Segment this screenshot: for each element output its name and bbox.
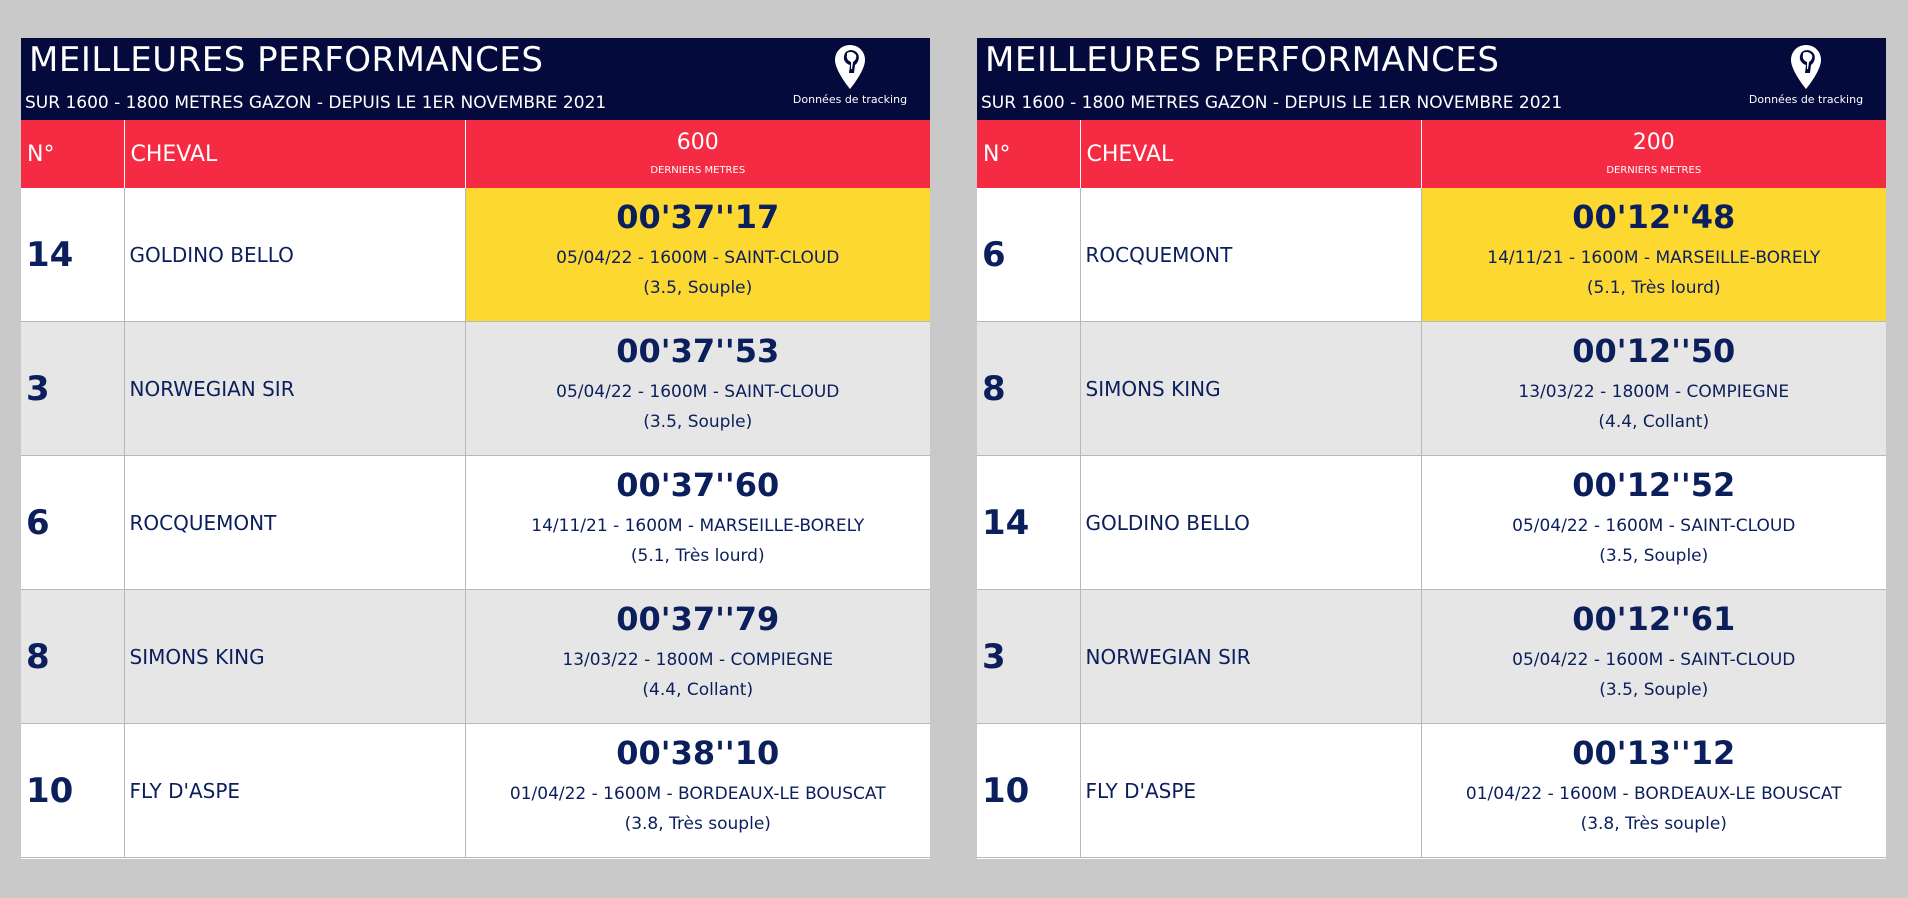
horse-number: 6 (977, 188, 1081, 322)
performance-table: N° CHEVAL 200 DERNIERS METRES 6 ROCQUEMO… (977, 120, 1886, 858)
table-row: 14 GOLDINO BELLO 00'37''17 05/04/22 - 16… (21, 188, 930, 322)
table-row: 14 GOLDINO BELLO 00'12''52 05/04/22 - 16… (977, 455, 1886, 590)
horse-name: FLY D'ASPE (124, 723, 466, 858)
performance-cell: 00'37''53 05/04/22 - 1600M - SAINT-CLOUD… (465, 321, 930, 456)
performance-table: N° CHEVAL 600 DERNIERS METRES 14 GOLDINO… (21, 120, 930, 858)
horse-number: 3 (977, 589, 1081, 724)
horse-name: GOLDINO BELLO (124, 188, 466, 322)
race-info: 01/04/22 - 1600M - BORDEAUX-LE BOUSCAT (1465, 784, 1842, 804)
horse-name: SIMONS KING (124, 589, 466, 724)
table-header-row: N° CHEVAL 600 DERNIERS METRES (21, 120, 930, 188)
distance-value: 600 (676, 130, 719, 155)
race-info: 14/11/21 - 1600M - MARSEILLE-BORELY (1487, 248, 1821, 268)
performance-time: 00'37''17 (616, 198, 780, 236)
race-info: 05/04/22 - 1600M - SAINT-CLOUD (1512, 516, 1796, 536)
horse-number: 8 (977, 321, 1081, 456)
horse-name: NORWEGIAN SIR (1080, 589, 1422, 724)
panel-subtitle: SUR 1600 - 1800 METRES GAZON - DEPUIS LE… (25, 93, 607, 113)
race-info: 13/03/22 - 1800M - COMPIEGNE (562, 650, 834, 670)
performance-cell: 00'12''61 05/04/22 - 1600M - SAINT-CLOUD… (1421, 589, 1886, 724)
performance-time: 00'37''53 (616, 332, 780, 370)
performance-time: 00'12''61 (1572, 600, 1736, 638)
horse-number: 14 (21, 188, 125, 322)
track-condition: (5.1, Très lourd) (630, 546, 765, 566)
horse-name: ROCQUEMONT (124, 455, 466, 590)
table-row: 6 ROCQUEMONT 00'37''60 14/11/21 - 1600M … (21, 455, 930, 590)
horse-number: 10 (977, 723, 1081, 858)
race-info: 13/03/22 - 1800M - COMPIEGNE (1518, 382, 1790, 402)
tracking-logo: Données de tracking (790, 43, 910, 115)
table-row: 10 FLY D'ASPE 00'13''12 01/04/22 - 1600M… (977, 723, 1886, 858)
table-row: 10 FLY D'ASPE 00'38''10 01/04/22 - 1600M… (21, 723, 930, 858)
distance-sub-label: DERNIERS METRES (1606, 165, 1702, 176)
performance-cell: 00'12''52 05/04/22 - 1600M - SAINT-CLOUD… (1421, 455, 1886, 590)
table-row: 6 ROCQUEMONT 00'12''48 14/11/21 - 1600M … (977, 188, 1886, 322)
panel-header: MEILLEURES PERFORMANCES SUR 1600 - 1800 … (21, 38, 930, 120)
race-info: 05/04/22 - 1600M - SAINT-CLOUD (556, 382, 840, 402)
race-info: 05/04/22 - 1600M - SAINT-CLOUD (1512, 650, 1796, 670)
horse-number: 8 (21, 589, 125, 724)
performance-cell: 00'38''10 01/04/22 - 1600M - BORDEAUX-LE… (465, 723, 930, 858)
horse-number: 6 (21, 455, 125, 590)
track-condition: (4.4, Collant) (642, 680, 754, 700)
col-header-horse: CHEVAL (124, 120, 466, 188)
horse-name: NORWEGIAN SIR (124, 321, 466, 456)
panel-header: MEILLEURES PERFORMANCES SUR 1600 - 1800 … (977, 38, 1886, 120)
horse-number: 10 (21, 723, 125, 858)
track-condition: (3.5, Souple) (643, 412, 753, 432)
performance-time: 00'37''79 (616, 600, 780, 638)
track-condition: (3.5, Souple) (643, 278, 753, 298)
performance-cell: 00'12''50 13/03/22 - 1800M - COMPIEGNE (… (1421, 321, 1886, 456)
performance-time: 00'38''10 (616, 734, 780, 772)
race-info: 05/04/22 - 1600M - SAINT-CLOUD (556, 248, 840, 268)
performance-time: 00'12''50 (1572, 332, 1736, 370)
track-condition: (3.8, Très souple) (624, 814, 771, 834)
horse-name: FLY D'ASPE (1080, 723, 1422, 858)
table-row: 3 NORWEGIAN SIR 00'37''53 05/04/22 - 160… (21, 321, 930, 456)
track-condition: (3.5, Souple) (1599, 680, 1709, 700)
horse-name: SIMONS KING (1080, 321, 1422, 456)
distance-sub-label: DERNIERS METRES (650, 165, 746, 176)
performance-time: 00'12''52 (1572, 466, 1736, 504)
race-info: 14/11/21 - 1600M - MARSEILLE-BORELY (531, 516, 865, 536)
panel-title: MEILLEURES PERFORMANCES (985, 40, 1500, 80)
col-header-horse: CHEVAL (1080, 120, 1422, 188)
col-header-distance: 600 DERNIERS METRES (465, 120, 930, 188)
track-condition: (5.1, Très lourd) (1586, 278, 1721, 298)
col-header-num: N° (977, 120, 1081, 188)
distance-value: 200 (1632, 130, 1675, 155)
performance-time: 00'37''60 (616, 466, 780, 504)
table-row: 8 SIMONS KING 00'37''79 13/03/22 - 1800M… (21, 589, 930, 724)
horse-name: ROCQUEMONT (1080, 188, 1422, 322)
performance-time: 00'12''48 (1572, 198, 1736, 236)
table-header-row: N° CHEVAL 200 DERNIERS METRES (977, 120, 1886, 188)
best-performance-cell: 00'37''17 05/04/22 - 1600M - SAINT-CLOUD… (465, 188, 930, 322)
performance-cell: 00'37''79 13/03/22 - 1800M - COMPIEGNE (… (465, 589, 930, 724)
performance-panel-600m: MEILLEURES PERFORMANCES SUR 1600 - 1800 … (21, 38, 930, 859)
track-condition: (3.8, Très souple) (1580, 814, 1727, 834)
track-condition: (4.4, Collant) (1598, 412, 1710, 432)
best-performance-cell: 00'12''48 14/11/21 - 1600M - MARSEILLE-B… (1421, 188, 1886, 322)
track-condition: (3.5, Souple) (1599, 546, 1709, 566)
horse-number: 3 (21, 321, 125, 456)
horse-name: GOLDINO BELLO (1080, 455, 1422, 590)
col-header-distance: 200 DERNIERS METRES (1421, 120, 1886, 188)
race-info: 01/04/22 - 1600M - BORDEAUX-LE BOUSCAT (509, 784, 886, 804)
panel-subtitle: SUR 1600 - 1800 METRES GAZON - DEPUIS LE… (981, 93, 1563, 113)
table-row: 3 NORWEGIAN SIR 00'12''61 05/04/22 - 160… (977, 589, 1886, 724)
performance-panel-200m: MEILLEURES PERFORMANCES SUR 1600 - 1800 … (977, 38, 1886, 859)
horse-head-pin-icon (1791, 45, 1821, 89)
horse-head-pin-icon (835, 45, 865, 89)
col-header-num: N° (21, 120, 125, 188)
performance-cell: 00'13''12 01/04/22 - 1600M - BORDEAUX-LE… (1421, 723, 1886, 858)
performance-cell: 00'37''60 14/11/21 - 1600M - MARSEILLE-B… (465, 455, 930, 590)
logo-caption: Données de tracking (792, 93, 908, 106)
logo-caption: Données de tracking (1748, 93, 1864, 106)
tracking-logo: Données de tracking (1746, 43, 1866, 115)
panel-title: MEILLEURES PERFORMANCES (29, 40, 544, 80)
horse-number: 14 (977, 455, 1081, 590)
table-row: 8 SIMONS KING 00'12''50 13/03/22 - 1800M… (977, 321, 1886, 456)
performance-time: 00'13''12 (1572, 734, 1736, 772)
